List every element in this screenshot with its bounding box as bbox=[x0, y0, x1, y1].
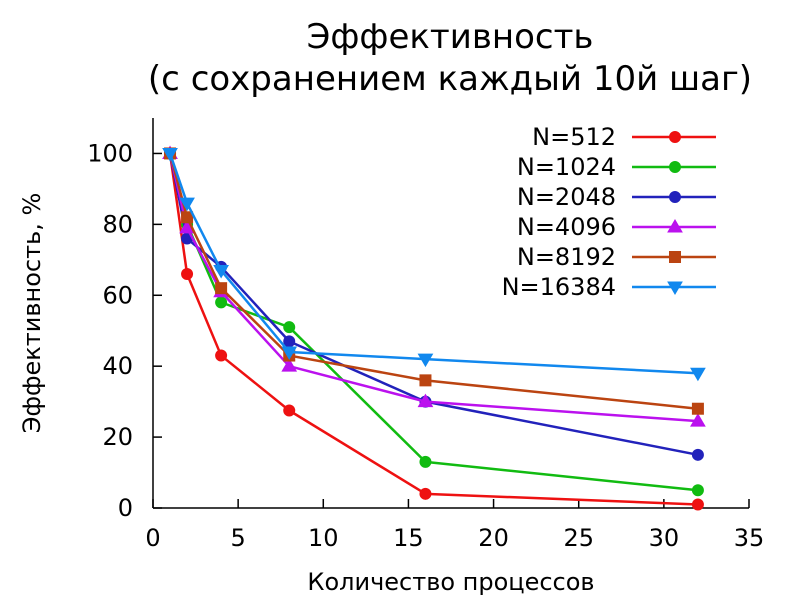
data-point bbox=[181, 268, 194, 280]
data-point bbox=[690, 367, 706, 382]
data-point bbox=[162, 147, 178, 162]
legend-marker bbox=[669, 191, 681, 203]
legend-label: N=16384 bbox=[502, 273, 616, 301]
legend-marker bbox=[669, 161, 681, 173]
y-tick-label: 100 bbox=[87, 139, 133, 167]
x-axis-ticks: 0 5 10 15 20 25 30 35 bbox=[145, 499, 764, 552]
legend-marker bbox=[667, 219, 683, 233]
data-point bbox=[283, 321, 296, 334]
legend-label: N=8192 bbox=[517, 243, 616, 271]
series-line bbox=[168, 153, 699, 457]
data-point bbox=[213, 264, 229, 279]
series-n-1024 bbox=[164, 147, 704, 497]
y-axis-label: Эффективность, % bbox=[18, 193, 46, 434]
y-tick-label: 0 bbox=[118, 494, 133, 522]
legend-label: N=4096 bbox=[517, 213, 616, 241]
data-point bbox=[215, 296, 228, 309]
x-tick-label: 10 bbox=[308, 524, 339, 552]
x-tick-label: 20 bbox=[478, 524, 509, 552]
x-tick-label: 30 bbox=[649, 524, 680, 552]
data-point bbox=[691, 484, 704, 497]
data-point bbox=[417, 353, 434, 368]
legend-marker bbox=[669, 251, 681, 263]
data-point bbox=[215, 282, 228, 295]
data-point bbox=[691, 448, 704, 461]
series-n-16384 bbox=[162, 147, 706, 382]
data-point bbox=[281, 358, 298, 372]
x-tick-label: 5 bbox=[231, 524, 246, 552]
data-point bbox=[419, 374, 432, 387]
x-tick-label: 15 bbox=[393, 524, 424, 552]
y-tick-label: 20 bbox=[102, 423, 133, 451]
y-tick-label: 40 bbox=[102, 352, 133, 380]
y-tick-label: 60 bbox=[102, 281, 133, 309]
legend-marker bbox=[669, 131, 681, 143]
data-point bbox=[691, 498, 704, 511]
data-point bbox=[179, 197, 195, 212]
data-point bbox=[281, 346, 298, 360]
data-point bbox=[419, 487, 432, 500]
data-point bbox=[691, 402, 704, 415]
data-point bbox=[215, 349, 228, 362]
chart-title: Эффективность bbox=[307, 17, 594, 57]
series-line bbox=[168, 153, 698, 375]
y-axis-ticks: 0 20 40 60 80 100 bbox=[87, 139, 162, 522]
x-axis-label: Количество процессов bbox=[307, 568, 594, 596]
data-point bbox=[417, 393, 434, 408]
series-n-4096 bbox=[162, 145, 706, 427]
chart-subtitle: (с сохранением каждый 10й шаг) bbox=[148, 59, 752, 99]
data-point bbox=[283, 335, 296, 348]
legend-marker bbox=[667, 281, 683, 295]
data-point bbox=[283, 404, 296, 417]
legend-label: N=2048 bbox=[517, 183, 616, 211]
series-line bbox=[168, 153, 699, 410]
data-point bbox=[181, 211, 194, 224]
y-tick-label: 80 bbox=[102, 210, 133, 238]
data-point bbox=[690, 413, 706, 427]
plot-frame bbox=[152, 118, 749, 509]
data-point bbox=[419, 455, 432, 468]
series-layer bbox=[162, 145, 706, 511]
series-line bbox=[168, 153, 698, 506]
x-tick-label: 0 bbox=[145, 524, 160, 552]
x-tick-label: 25 bbox=[563, 524, 594, 552]
legend-label: N=512 bbox=[532, 123, 616, 151]
series-n-2048 bbox=[164, 147, 704, 461]
legend-label: N=1024 bbox=[517, 153, 616, 181]
x-tick-label: 35 bbox=[734, 524, 765, 552]
series-n-512 bbox=[164, 147, 704, 511]
